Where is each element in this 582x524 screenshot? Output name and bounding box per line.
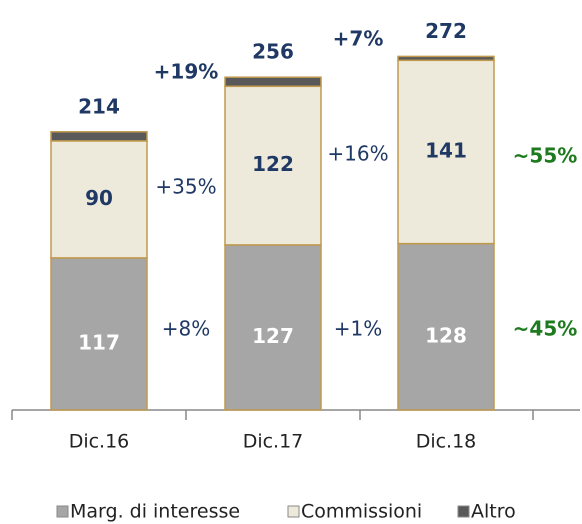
legend-marker xyxy=(56,505,69,518)
total-label: 256 xyxy=(252,40,294,64)
growth-annotation: +19% xyxy=(154,60,219,84)
growth-annotation: ~45% xyxy=(513,317,578,341)
growth-annotation: +16% xyxy=(327,142,388,166)
x-tick-label: Dic.18 xyxy=(416,431,477,453)
bar-segment xyxy=(50,140,148,259)
legend-label: Altro xyxy=(471,501,516,523)
bar-segment xyxy=(50,131,148,142)
segment-label: 127 xyxy=(252,324,294,348)
segment-label: 141 xyxy=(425,138,467,162)
segment-label: 128 xyxy=(425,323,467,347)
segment-label: 90 xyxy=(85,186,113,210)
growth-annotation: +7% xyxy=(333,27,384,51)
growth-annotation: +8% xyxy=(162,317,211,341)
legend-marker xyxy=(287,505,300,518)
legend-label: Marg. di interesse xyxy=(70,501,240,523)
bar-segment xyxy=(224,76,322,88)
bar-segment xyxy=(397,55,495,62)
x-tick-label: Dic.17 xyxy=(243,431,304,453)
growth-annotation: +35% xyxy=(155,175,216,199)
segment-label: 117 xyxy=(78,330,120,354)
growth-annotation: ~55% xyxy=(513,144,578,168)
legend-label: Commissioni xyxy=(301,501,422,523)
total-label: 272 xyxy=(425,19,467,43)
legend-marker xyxy=(457,505,470,518)
growth-annotation: +1% xyxy=(334,317,383,341)
x-tick-label: Dic.16 xyxy=(69,431,130,453)
total-label: 214 xyxy=(78,94,120,118)
bar-segment xyxy=(50,257,148,411)
segment-label: 122 xyxy=(252,152,294,176)
